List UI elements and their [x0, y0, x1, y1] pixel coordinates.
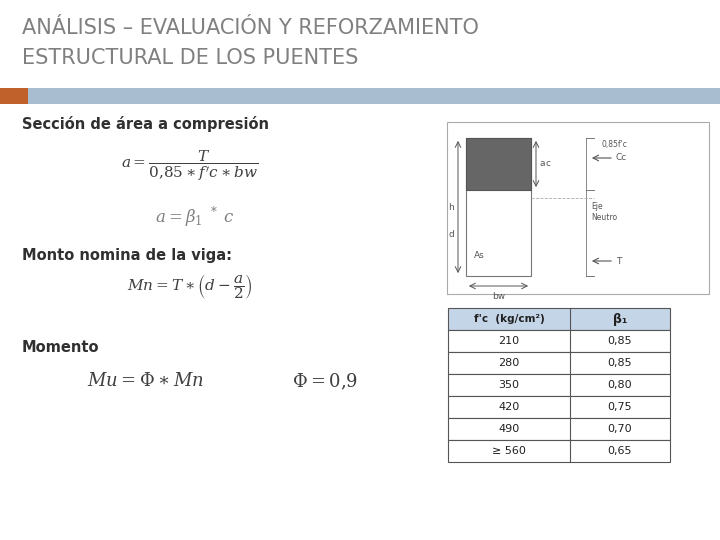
Text: 210: 210	[498, 336, 520, 346]
Text: $\Phi = 0{,}9$: $\Phi = 0{,}9$	[292, 372, 358, 392]
Text: 0,85: 0,85	[608, 336, 632, 346]
Bar	[448, 440, 670, 462]
Text: Momento: Momento	[22, 340, 99, 355]
Text: $a = \dfrac{T}{0{,}85 \ast f'c \ast bw}$: $a = \dfrac{T}{0{,}85 \ast f'c \ast bw}$	[122, 148, 258, 183]
Text: ≥ 560: ≥ 560	[492, 446, 526, 456]
Text: f'c  (kg/cm²): f'c (kg/cm²)	[474, 314, 544, 324]
Bar	[448, 330, 670, 352]
Text: $Mu = \Phi \ast Mn$: $Mu = \Phi \ast Mn$	[86, 372, 204, 390]
Bar	[466, 138, 531, 190]
Text: 0,85f'c: 0,85f'c	[601, 139, 627, 148]
Bar	[448, 418, 670, 440]
Text: 490: 490	[498, 424, 520, 434]
Text: 420: 420	[498, 402, 520, 412]
Bar	[0, 88, 28, 104]
Bar	[448, 352, 670, 374]
Text: 0,65: 0,65	[608, 446, 632, 456]
Text: 280: 280	[498, 358, 520, 368]
Text: Monto nomina de la viga:: Monto nomina de la viga:	[22, 248, 232, 263]
Bar	[466, 138, 531, 276]
Text: 0,75: 0,75	[608, 402, 632, 412]
Text: 350: 350	[498, 380, 520, 390]
Text: Sección de área a compresión: Sección de área a compresión	[22, 116, 269, 132]
Bar	[448, 308, 670, 330]
Text: T: T	[616, 256, 621, 266]
Text: ESTRUCTURAL DE LOS PUENTES: ESTRUCTURAL DE LOS PUENTES	[22, 48, 359, 68]
Text: Cc: Cc	[616, 153, 627, 163]
Text: bw: bw	[492, 292, 505, 301]
Text: h: h	[449, 202, 454, 212]
Text: β₁: β₁	[613, 313, 627, 326]
Text: $Mn = T \ast \left(d - \dfrac{a}{2}\right)$: $Mn = T \ast \left(d - \dfrac{a}{2}\righ…	[127, 272, 253, 301]
Bar	[448, 396, 670, 418]
Text: 0,80: 0,80	[608, 380, 632, 390]
Text: 0,85: 0,85	[608, 358, 632, 368]
Text: d: d	[449, 230, 454, 239]
Text: $a = \beta_1\ ^*\ c$: $a = \beta_1\ ^*\ c$	[155, 205, 235, 230]
Bar	[447, 122, 709, 294]
Text: a: a	[539, 159, 544, 168]
Text: As: As	[474, 252, 485, 260]
Text: c: c	[545, 159, 550, 168]
Text: ANÁLISIS – EVALUACIÓN Y REFORZAMIENTO: ANÁLISIS – EVALUACIÓN Y REFORZAMIENTO	[22, 18, 479, 38]
Bar	[448, 374, 670, 396]
Bar	[0, 88, 720, 104]
Text: 0,70: 0,70	[608, 424, 632, 434]
Text: Eje
Neutro: Eje Neutro	[591, 202, 617, 222]
